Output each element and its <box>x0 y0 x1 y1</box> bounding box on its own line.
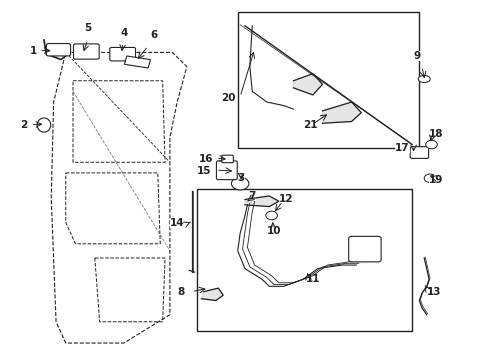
Text: 9: 9 <box>414 51 420 61</box>
Polygon shape <box>201 288 223 301</box>
Text: 7: 7 <box>248 191 256 201</box>
Text: 16: 16 <box>199 154 214 164</box>
Bar <box>238 12 419 148</box>
FancyBboxPatch shape <box>74 44 99 59</box>
FancyBboxPatch shape <box>222 155 233 163</box>
Text: 11: 11 <box>306 274 320 284</box>
Circle shape <box>266 211 277 220</box>
FancyBboxPatch shape <box>47 44 71 56</box>
Text: 2: 2 <box>20 120 27 130</box>
Polygon shape <box>245 196 279 207</box>
Text: 17: 17 <box>395 143 410 153</box>
Text: 6: 6 <box>150 30 158 40</box>
Ellipse shape <box>418 76 430 82</box>
FancyBboxPatch shape <box>217 161 237 180</box>
Text: 5: 5 <box>84 23 91 33</box>
Text: 10: 10 <box>267 226 281 237</box>
FancyBboxPatch shape <box>110 48 136 61</box>
Text: 12: 12 <box>279 194 294 204</box>
Text: 20: 20 <box>221 94 235 103</box>
Circle shape <box>231 177 249 190</box>
Text: 18: 18 <box>429 129 443 139</box>
Circle shape <box>424 174 436 183</box>
Text: 15: 15 <box>196 166 211 176</box>
Bar <box>196 189 412 330</box>
Text: 3: 3 <box>238 173 245 183</box>
Text: 1: 1 <box>29 46 37 56</box>
FancyBboxPatch shape <box>410 147 429 158</box>
Text: 8: 8 <box>177 287 184 297</box>
Polygon shape <box>322 102 361 123</box>
Text: 19: 19 <box>429 175 443 185</box>
Text: 14: 14 <box>170 217 184 228</box>
Polygon shape <box>124 56 150 68</box>
FancyBboxPatch shape <box>349 237 381 262</box>
Text: 13: 13 <box>427 287 441 297</box>
Text: 21: 21 <box>303 120 318 130</box>
Polygon shape <box>294 74 322 95</box>
Ellipse shape <box>37 118 51 132</box>
Text: 4: 4 <box>120 28 127 38</box>
Circle shape <box>426 140 437 149</box>
